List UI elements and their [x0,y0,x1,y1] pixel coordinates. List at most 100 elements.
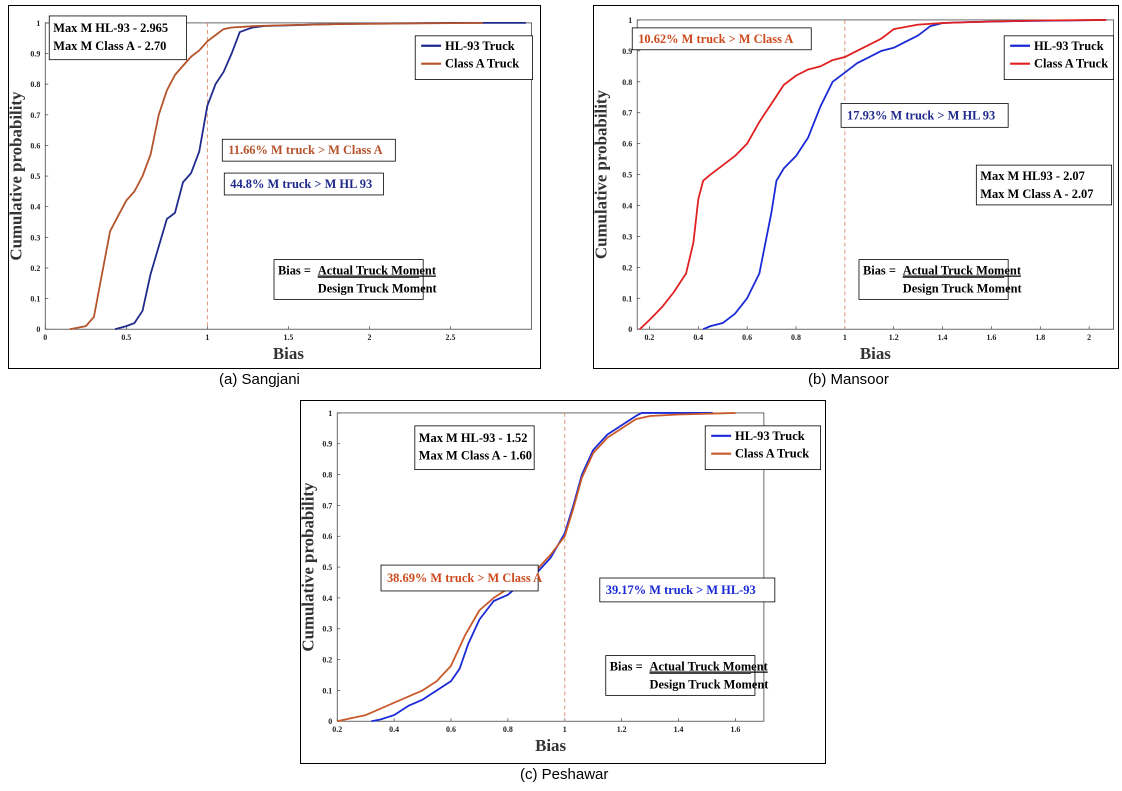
max-moment-line: Max M HL-93 - 1.52 [419,431,528,445]
bias-formula-denominator: Design Truck Moment [650,677,770,691]
x-tick-label: 0.2 [332,725,342,734]
y-tick-label: 0.9 [30,50,40,59]
annotation-box [380,564,539,592]
max-moment-line: Max M Class A - 2.70 [53,39,166,53]
y-tick-label: 0.3 [30,233,40,242]
bias-formula-box [273,259,424,300]
y-tick-label: 0.6 [30,141,40,150]
series-line-class-a [69,22,483,331]
x-tick-label: 1.5 [283,333,293,342]
x-tick-label: 0 [43,333,47,342]
y-tick-label: 0.1 [322,686,332,695]
y-tick-label: 0.2 [322,656,332,665]
x-axis-label: Bias [273,344,304,363]
cdf-chart-mansoor: 0 0.1 0.2 0.3 0.4 0.5 0.6 0.7 0.8 0.9 1 0.2 0.4 0.6 0.… [591,16,1114,363]
y-axis-label: Cumulative probability [591,89,610,259]
y-tick-label: 0 [328,717,332,726]
y-tick-label: 0.3 [622,232,632,241]
y-tick-label: 0.4 [622,201,632,210]
y-tick-label: 0.6 [322,532,332,541]
bias-formula-label: Bias = [278,264,311,278]
x-tick-label: 2 [367,333,371,342]
max-moment-box [48,15,187,61]
caption-peshawar: (c) Peshawar [520,766,609,783]
x-tick-label: 0.8 [791,333,801,342]
max-moment-box [414,425,535,471]
legend-box [1003,35,1114,80]
y-tick-label: 0.7 [30,111,40,120]
chart-panel-sangjani: 0 0.1 0.2 0.3 0.4 0.5 0.6 0.7 0.8 0.9 1 0 0.5 1 1.5 2 2.… [6,5,541,369]
x-tick-label: 1.4 [938,333,948,342]
y-tick-label: 0 [36,325,40,334]
y-tick-label: 0.5 [322,563,332,572]
y-tick-label: 0.7 [622,109,632,118]
x-tick-label: 1.4 [674,725,684,734]
bias-formula-numerator: Actual Truck Moment [650,660,769,674]
max-moment-line: Max M HL-93 - 2.965 [53,21,168,35]
bias-formula-numerator: Actual Truck Moment [903,264,1022,278]
annotation-hl93: 39.17% M truck > M HL-93 [606,583,756,597]
y-tick-label: 1 [328,409,332,418]
y-tick-label: 0.8 [622,78,632,87]
y-tick-label: 0.8 [322,471,332,480]
legend-entry: HL-93 Truck [445,39,515,53]
annotation-box [221,138,396,162]
y-tick-label: 1 [628,16,632,25]
x-tick-label: 0.4 [693,333,703,342]
x-tick-label: 1 [843,333,847,342]
x-tick-label: 0.6 [446,725,456,734]
max-moment-line: Max M HL93 - 2.07 [980,169,1085,183]
y-tick-label: 0.5 [30,172,40,181]
bias-formula-numerator: Actual Truck Moment [318,264,437,278]
series-line-class-a [639,19,1107,330]
x-axis-label: Bias [535,736,566,755]
y-axis-label: Cumulative probability [6,91,25,261]
annotation-box [599,577,776,603]
bias-formula-label: Bias = [863,264,896,278]
cdf-chart-sangjani: 0 0.1 0.2 0.3 0.4 0.5 0.6 0.7 0.8 0.9 1 0 0.5 1 1.5 2 2.… [6,15,533,363]
x-tick-label: 0.5 [121,333,131,342]
y-tick-label: 0.5 [622,171,632,180]
chart-panel-peshawar: 0 0.1 0.2 0.3 0.4 0.5 0.6 0.7 0.8 0.9 1 0.2 0.4 0.6 0.… [298,400,826,764]
y-tick-label: 1 [36,19,40,28]
y-tick-label: 0.2 [622,263,632,272]
y-tick-label: 0.1 [30,295,40,304]
y-tick-label: 0.3 [322,625,332,634]
x-tick-label: 1.8 [1035,333,1045,342]
y-tick-label: 0.2 [30,264,40,273]
legend-entry: Class A Truck [1034,57,1108,71]
x-tick-label: 1.2 [617,725,627,734]
annotation-class-a: 10.62% M truck > M Class A [638,32,793,46]
x-tick-label: 1 [205,333,209,342]
chart-panel-mansoor: 0 0.1 0.2 0.3 0.4 0.5 0.6 0.7 0.8 0.9 1 0.2 0.4 0.6 0.… [591,5,1119,369]
x-tick-label: 1.2 [889,333,899,342]
x-tick-label: 0.2 [644,333,654,342]
y-tick-label: 0.1 [622,294,632,303]
legend-box [704,425,821,471]
bias-formula-box [605,655,756,696]
y-tick-label: 0.9 [322,440,332,449]
y-tick-label: 0.8 [30,80,40,89]
caption-mansoor: (b) Mansoor [808,371,889,388]
annotation-box [631,27,812,51]
cdf-chart-peshawar: 0 0.1 0.2 0.3 0.4 0.5 0.6 0.7 0.8 0.9 1 0.2 0.4 0.6 0.… [298,409,821,755]
y-axis-label: Cumulative probability [298,482,317,652]
legend-box [414,35,533,80]
max-moment-line: Max M Class A - 2.07 [980,187,1093,201]
bias-formula-denominator: Design Truck Moment [318,281,438,295]
x-tick-label: 0.8 [503,725,513,734]
x-axis-label: Bias [860,344,891,363]
legend-entry: Class A Truck [445,57,519,71]
annotation-hl93: 17.93% M truck > M HL 93 [847,108,995,122]
x-tick-label: 1.6 [730,725,740,734]
bias-formula-label: Bias = [610,660,643,674]
x-tick-label: 0.4 [389,725,399,734]
y-tick-label: 0.4 [322,594,332,603]
annotation-class-a: 38.69% M truck > M Class A [387,571,542,585]
x-tick-label: 2.5 [446,333,456,342]
legend-entry: HL-93 Truck [1034,39,1104,53]
y-tick-label: 0.6 [622,140,632,149]
annotation-class-a: 11.66% M truck > M Class A [228,143,382,157]
annotation-box [223,172,384,196]
bias-formula-box [858,259,1009,300]
